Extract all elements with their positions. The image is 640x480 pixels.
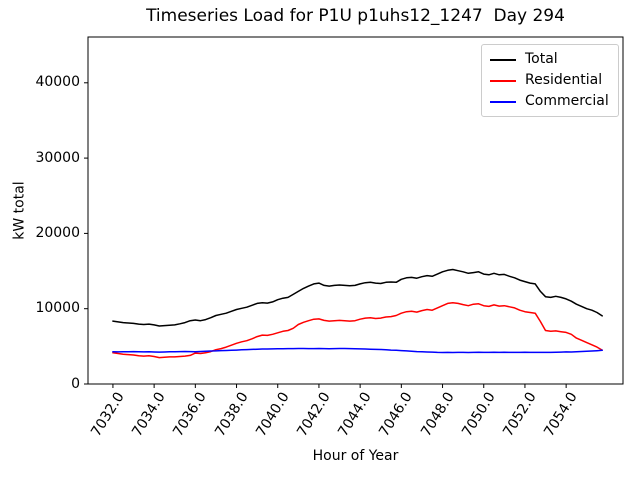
legend-entry-commercial: Commercial bbox=[490, 93, 609, 110]
legend-label-residential: Residential bbox=[525, 72, 603, 88]
series-line-residential bbox=[112, 301, 603, 359]
chart-title: Timeseries Load for P1U p1uhs12_1247 Day… bbox=[146, 6, 565, 26]
legend-label-commercial: Commercial bbox=[525, 93, 609, 109]
y-tick-label: 10000 bbox=[35, 300, 80, 317]
y-axis-label: kW total bbox=[11, 181, 28, 240]
y-tick-label: 30000 bbox=[35, 149, 80, 166]
legend-line-commercial-icon bbox=[490, 100, 516, 103]
y-tick-label: 40000 bbox=[35, 74, 80, 91]
y-tick-label: 0 bbox=[71, 375, 80, 392]
legend: Total Residential Commercial bbox=[481, 44, 619, 117]
series-line-total bbox=[112, 268, 603, 327]
legend-label-total: Total bbox=[525, 51, 558, 67]
legend-entry-residential: Residential bbox=[490, 72, 609, 89]
legend-line-total-icon bbox=[490, 58, 516, 61]
plot-border bbox=[87, 36, 624, 385]
legend-line-residential-icon bbox=[490, 79, 516, 82]
y-tick-label: 20000 bbox=[35, 224, 80, 241]
x-axis-label: Hour of Year bbox=[312, 448, 399, 464]
series-line-commercial bbox=[112, 347, 603, 354]
legend-entry-total: Total bbox=[490, 51, 609, 68]
